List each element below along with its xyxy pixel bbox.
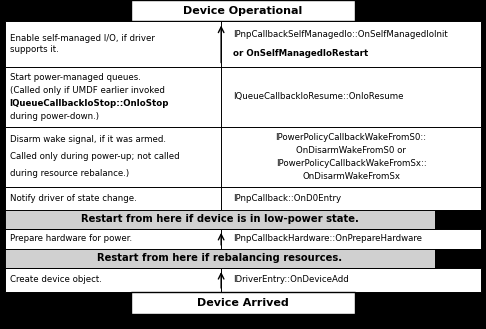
Bar	[5, 67, 481, 127]
Text: IPowerPolicyCallbackWakeFromSx::: IPowerPolicyCallbackWakeFromSx::	[276, 159, 427, 168]
Text: during power-down.): during power-down.)	[10, 112, 99, 121]
Bar	[435, 210, 486, 229]
Text: OnDisarmWakeFromS0 or: OnDisarmWakeFromS0 or	[296, 146, 406, 155]
Bar	[131, 0, 355, 21]
Bar	[5, 249, 481, 268]
Text: Notify driver of state change.: Notify driver of state change.	[10, 194, 137, 203]
Text: IQueueCallbackIoStop::OnIoStop: IQueueCallbackIoStop::OnIoStop	[10, 99, 169, 108]
Text: Restart from here if rebalancing resources.: Restart from here if rebalancing resourc…	[97, 253, 343, 264]
Bar	[5, 187, 481, 210]
Text: IPnpCallbackSelfManagedIo::OnSelfManagedIoInit: IPnpCallbackSelfManagedIo::OnSelfManaged…	[233, 30, 448, 39]
Text: IDriverEntry::OnDeviceAdd: IDriverEntry::OnDeviceAdd	[233, 275, 349, 285]
Bar	[5, 229, 481, 249]
Text: or OnSelfManagedIoRestart: or OnSelfManagedIoRestart	[233, 49, 368, 58]
Text: during resource rebalance.): during resource rebalance.)	[10, 169, 129, 178]
Text: Called only during power-up; not called: Called only during power-up; not called	[10, 152, 179, 162]
Text: (Called only if UMDF earlier invoked: (Called only if UMDF earlier invoked	[10, 86, 165, 95]
Bar	[5, 21, 481, 67]
Text: IPnpCallback::OnD0Entry: IPnpCallback::OnD0Entry	[233, 194, 341, 203]
Bar	[5, 210, 481, 229]
Text: IPowerPolicyCallbackWakeFromS0::: IPowerPolicyCallbackWakeFromS0::	[276, 133, 427, 142]
Text: Disarm wake signal, if it was armed.: Disarm wake signal, if it was armed.	[10, 136, 166, 144]
Text: Restart from here if device is in low-power state.: Restart from here if device is in low-po…	[81, 214, 359, 224]
Bar	[5, 127, 481, 187]
Bar	[131, 292, 355, 314]
Text: Prepare hardware for power.: Prepare hardware for power.	[10, 234, 132, 243]
Text: Enable self-managed I/O, if driver
supports it.: Enable self-managed I/O, if driver suppo…	[10, 35, 155, 54]
Text: IQueueCallbackIoResume::OnIoResume: IQueueCallbackIoResume::OnIoResume	[233, 92, 404, 101]
Text: Device Arrived: Device Arrived	[197, 298, 289, 308]
Text: Create device object.: Create device object.	[10, 275, 102, 285]
Text: OnDisarmWakeFromSx: OnDisarmWakeFromSx	[302, 171, 400, 181]
Text: IPnpCallbackHardware::OnPrepareHardware: IPnpCallbackHardware::OnPrepareHardware	[233, 234, 422, 243]
Text: Start power-managed queues.: Start power-managed queues.	[10, 73, 140, 82]
Bar	[435, 249, 486, 268]
Bar	[5, 268, 481, 292]
Text: Device Operational: Device Operational	[183, 6, 303, 16]
